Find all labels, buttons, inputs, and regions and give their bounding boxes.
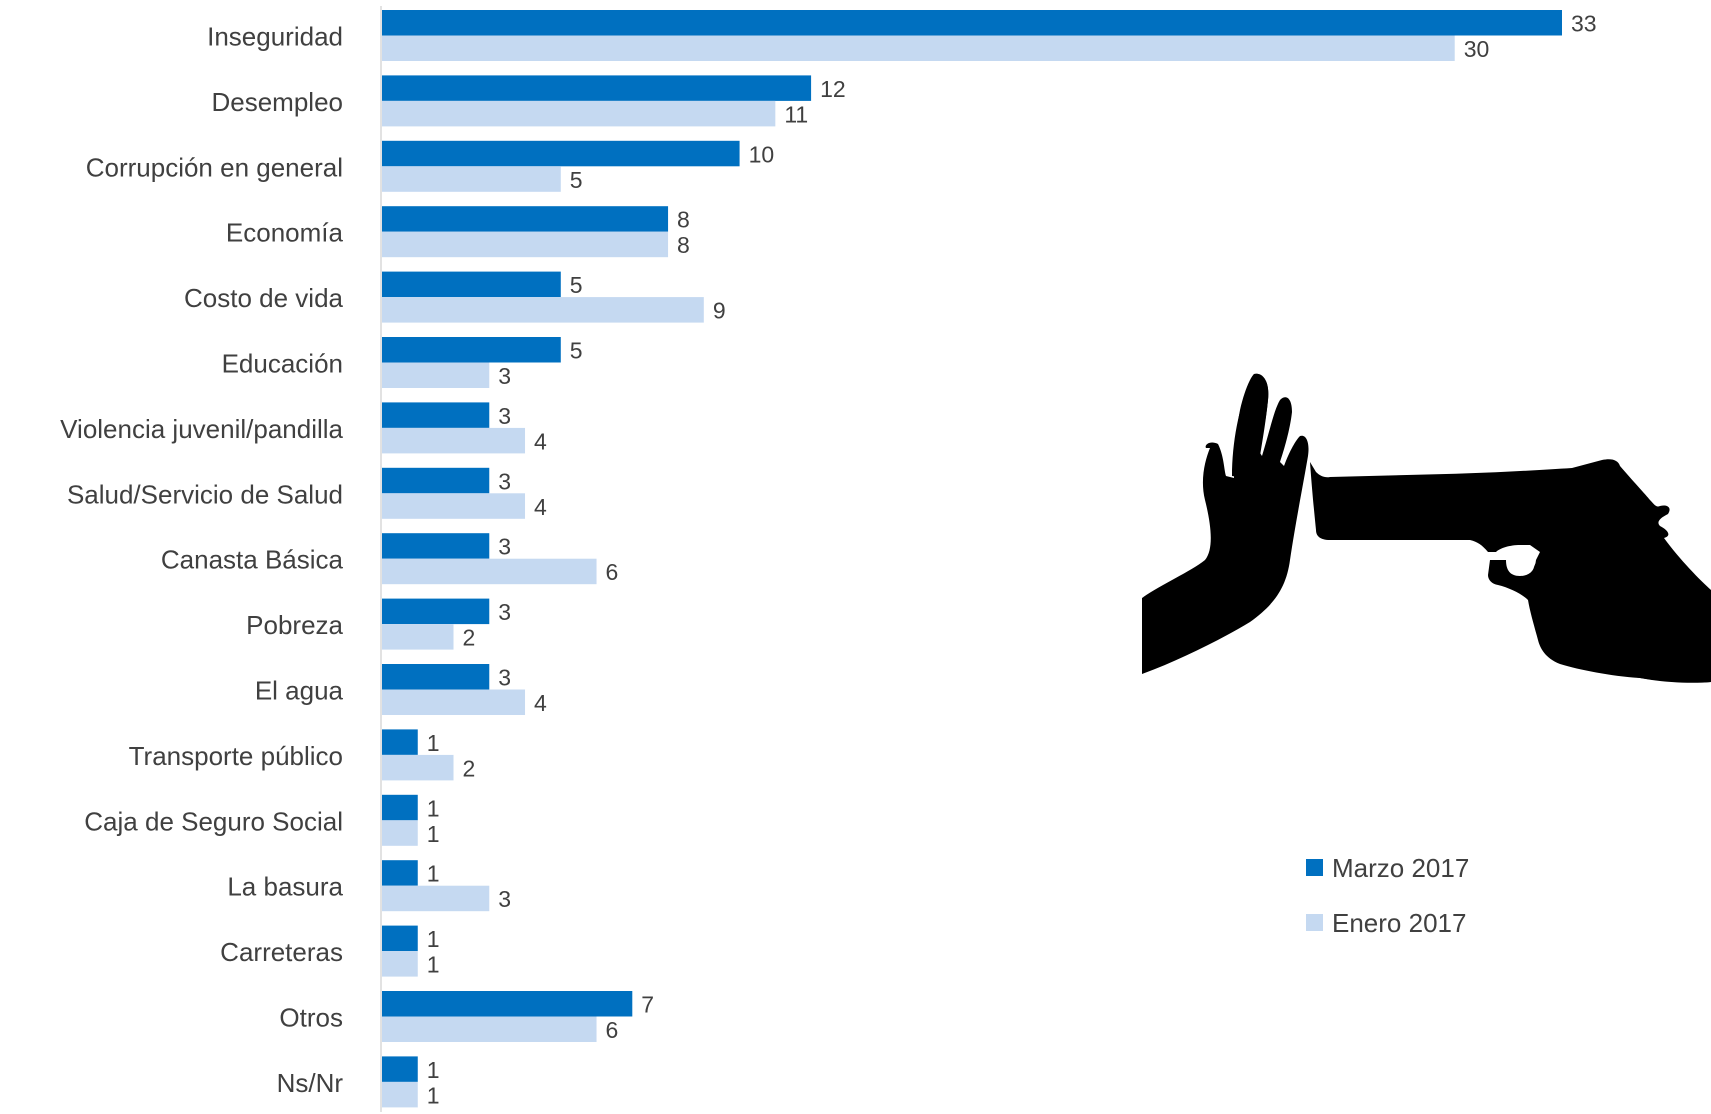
bar-marzo-2017 xyxy=(382,598,490,625)
bar-enero-2017 xyxy=(382,1081,418,1108)
category-label: Pobreza xyxy=(246,610,343,640)
bar-enero-2017 xyxy=(382,951,418,977)
bar-enero-2017 xyxy=(382,297,704,323)
bar-enero-2017 xyxy=(382,231,669,258)
data-label: 4 xyxy=(534,494,547,520)
bar-enero-2017 xyxy=(382,362,490,388)
data-label: 1 xyxy=(427,821,440,847)
bar-marzo-2017 xyxy=(382,337,561,363)
bars-layer xyxy=(382,10,1562,1108)
bar-enero-2017 xyxy=(382,820,418,846)
bar-enero-2017 xyxy=(382,558,597,585)
data-label: 1 xyxy=(427,926,440,952)
data-label: 1 xyxy=(427,861,440,887)
data-label: 7 xyxy=(641,992,654,1018)
bar-enero-2017 xyxy=(382,624,454,650)
data-label: 5 xyxy=(570,272,583,298)
category-label: Ns/Nr xyxy=(277,1068,344,1098)
category-label: Salud/Servicio de Salud xyxy=(67,479,343,509)
data-label: 12 xyxy=(820,76,846,102)
bar-enero-2017 xyxy=(382,493,526,519)
category-label: Corrupción en general xyxy=(86,152,343,182)
bar-marzo-2017 xyxy=(382,991,633,1017)
gun-hand xyxy=(1532,543,1711,683)
data-label: 3 xyxy=(498,886,511,912)
bar-enero-2017 xyxy=(382,1016,597,1042)
legend-label-marzo: Marzo 2017 xyxy=(1332,853,1469,883)
legend-label-enero: Enero 2017 xyxy=(1332,908,1466,938)
data-label: 3 xyxy=(498,599,511,625)
data-label: 9 xyxy=(713,298,726,324)
hand-silhouette xyxy=(1142,373,1309,674)
legend-swatch-marzo xyxy=(1306,859,1323,876)
bar-marzo-2017 xyxy=(382,402,490,428)
data-label: 6 xyxy=(606,1017,619,1043)
category-label: El agua xyxy=(255,676,344,706)
bar-marzo-2017 xyxy=(382,860,418,886)
bar-enero-2017 xyxy=(382,689,526,715)
bar-marzo-2017 xyxy=(382,925,418,952)
data-label: 11 xyxy=(784,101,808,127)
data-label: 3 xyxy=(498,665,511,691)
bar-marzo-2017 xyxy=(382,75,812,101)
data-label: 8 xyxy=(677,207,690,233)
category-label: Inseguridad xyxy=(207,22,343,52)
legend-swatch-enero xyxy=(1306,914,1323,931)
category-label: Desempleo xyxy=(211,87,343,117)
bar-marzo-2017 xyxy=(382,1056,418,1082)
category-label: Economía xyxy=(226,218,344,248)
category-label: Costo de vida xyxy=(184,283,344,313)
bar-marzo-2017 xyxy=(382,206,669,232)
bar-marzo-2017 xyxy=(382,140,740,167)
bar-enero-2017 xyxy=(382,754,454,781)
category-label: Canasta Básica xyxy=(161,545,344,575)
data-label: 30 xyxy=(1464,36,1490,62)
data-label: 1 xyxy=(427,1057,440,1083)
bar-marzo-2017 xyxy=(382,533,490,559)
data-label: 5 xyxy=(570,338,583,364)
category-label: Transporte público xyxy=(129,741,343,771)
bar-marzo-2017 xyxy=(382,664,490,690)
bar-enero-2017 xyxy=(382,885,490,912)
category-label: Educación xyxy=(222,349,343,379)
category-label: Otros xyxy=(279,1003,343,1033)
data-label: 6 xyxy=(606,559,619,585)
category-label: Violencia juvenil/pandilla xyxy=(60,414,343,444)
bar-marzo-2017 xyxy=(382,729,418,755)
category-label: Carreteras xyxy=(220,937,343,967)
data-label: 1 xyxy=(427,730,440,756)
data-label: 8 xyxy=(677,232,690,258)
data-label: 1 xyxy=(427,795,440,821)
data-label: 1 xyxy=(427,952,440,978)
hand-stopping-gun-icon xyxy=(1142,373,1711,683)
data-label: 2 xyxy=(463,755,476,781)
data-label: 3 xyxy=(498,363,511,389)
data-label: 33 xyxy=(1571,11,1597,37)
data-label: 1 xyxy=(427,1082,440,1108)
category-label: Caja de Seguro Social xyxy=(84,806,343,836)
bar-marzo-2017 xyxy=(382,467,490,494)
data-label: 3 xyxy=(498,468,511,494)
data-label: 3 xyxy=(498,403,511,429)
hand-fingers xyxy=(1232,373,1269,480)
bar-marzo-2017 xyxy=(382,271,561,298)
data-label: 10 xyxy=(749,141,775,167)
bar-enero-2017 xyxy=(382,427,526,454)
data-label: 4 xyxy=(534,690,547,716)
data-label: 3 xyxy=(498,534,511,560)
bar-enero-2017 xyxy=(382,100,776,127)
bar-marzo-2017 xyxy=(382,794,418,821)
legend: Marzo 2017 Enero 2017 xyxy=(1306,853,1469,938)
bar-enero-2017 xyxy=(382,35,1455,61)
bar-enero-2017 xyxy=(382,166,561,192)
data-label: 4 xyxy=(534,428,547,454)
data-label: 5 xyxy=(570,167,583,193)
bar-marzo-2017 xyxy=(382,10,1562,36)
category-label: La basura xyxy=(227,872,343,902)
data-label: 2 xyxy=(463,625,476,651)
